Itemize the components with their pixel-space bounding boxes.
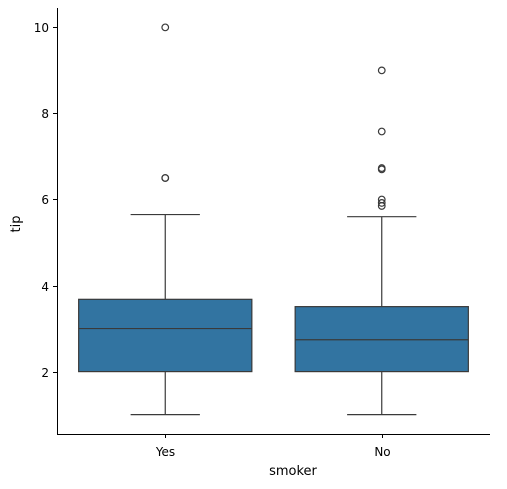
y-tick-label: 6 [41, 193, 49, 207]
box-group-yes [78, 23, 253, 416]
x-tick-label: No [374, 445, 390, 459]
y-tick-label: 2 [41, 366, 49, 380]
outlier-point [377, 195, 386, 204]
box-series [78, 23, 469, 416]
iqr-box [78, 298, 253, 373]
y-tick-label: 4 [41, 280, 49, 294]
iqr-box [294, 306, 469, 373]
y-tick-label: 10 [34, 21, 49, 35]
outlier-point [377, 164, 386, 172]
x-tick-label: Yes [155, 445, 175, 459]
outlier-point [377, 199, 386, 207]
outlier-point [161, 23, 170, 32]
outlier-point [377, 66, 386, 75]
y-axis-label: tip [9, 216, 24, 233]
outlier-point [161, 174, 170, 182]
y-axis-ticks: 2 4 6 8 10 [34, 21, 57, 380]
box-group-no [294, 66, 469, 416]
x-axis-ticks: Yes No [155, 434, 391, 459]
x-axis-label: smoker [269, 464, 317, 479]
outlier-point [377, 127, 386, 136]
y-tick-label: 8 [41, 107, 49, 121]
